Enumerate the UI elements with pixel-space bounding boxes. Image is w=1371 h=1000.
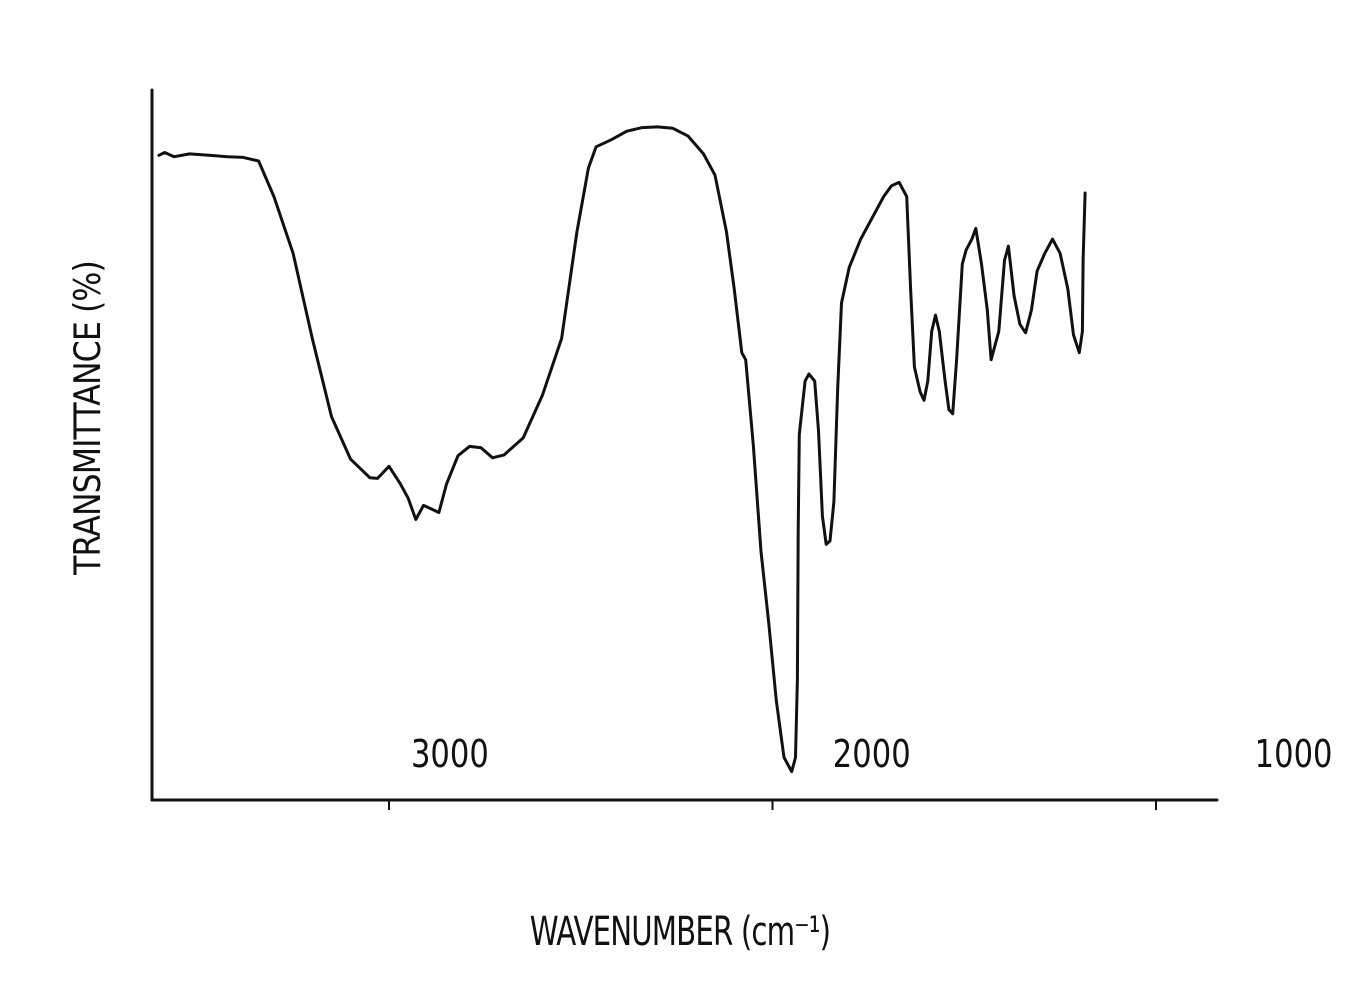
x-axis-ticks: 3000 2000 1000 bbox=[388, 733, 1333, 810]
x-tick-label: 1000 bbox=[1255, 733, 1333, 777]
x-axis-label: WAVENUMBER (cm⁻¹) bbox=[530, 908, 830, 955]
y-axis-label: TRANSMITTANCE (%) bbox=[67, 261, 110, 576]
x-tick-label: 3000 bbox=[411, 733, 489, 777]
spectrum-line bbox=[157, 125, 1087, 774]
x-tick-label: 2000 bbox=[833, 733, 911, 777]
spectrum-series bbox=[157, 125, 1087, 774]
